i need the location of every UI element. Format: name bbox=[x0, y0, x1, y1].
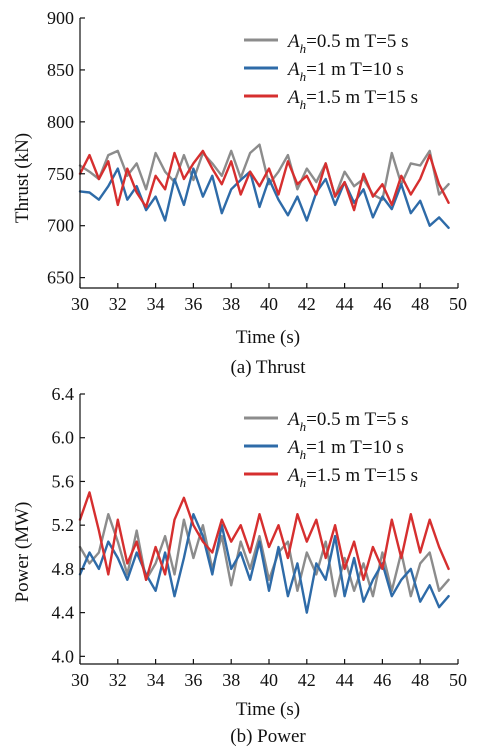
thrust-x-tick-label: 36 bbox=[184, 294, 202, 314]
thrust-x-tick-label: 30 bbox=[71, 294, 89, 314]
power-x-tick-label: 30 bbox=[71, 670, 89, 690]
thrust-x-tick-label: 34 bbox=[147, 294, 165, 314]
power-y-ticks: 4.0 4.4 4.8 5.2 5.6 6.0 6.4 bbox=[52, 384, 85, 666]
thrust-x-tick-label: 42 bbox=[298, 294, 316, 314]
thrust-series-line-3 bbox=[78, 149, 450, 212]
thrust-y-tick-label: 750 bbox=[47, 164, 74, 184]
power-y-tick-label: 4.4 bbox=[52, 603, 75, 623]
thrust-legend-label: Ah=1 m T=10 s bbox=[286, 59, 404, 84]
thrust-series-line-1 bbox=[78, 143, 450, 201]
power-series-line-1 bbox=[78, 513, 450, 598]
thrust-legend-item-2: Ah=1 m T=10 s bbox=[244, 59, 404, 84]
thrust-x-tick-label: 50 bbox=[449, 294, 467, 314]
thrust-legend-label: Ah=0.5 m T=5 s bbox=[286, 31, 408, 56]
power-legend-label: Ah=1.5 m T=15 s bbox=[286, 465, 418, 490]
thrust-x-tick-label: 32 bbox=[109, 294, 127, 314]
power-y-tick-label: 5.2 bbox=[52, 515, 75, 535]
thrust-x-ticks: 30 32 34 36 38 40 42 44 46 48 50 bbox=[71, 283, 467, 314]
power-legend-item-2: Ah=1 m T=10 s bbox=[244, 437, 404, 462]
thrust-series-layer bbox=[78, 143, 450, 230]
power-y-tick-label: 4.8 bbox=[52, 559, 75, 579]
power-y-tick-label: 5.6 bbox=[52, 471, 75, 491]
power-caption: (b) Power bbox=[230, 726, 306, 747]
thrust-legend-item-3: Ah=1.5 m T=15 s bbox=[244, 87, 418, 112]
power-series-layer bbox=[78, 491, 450, 614]
power-y-axis-title: Power (MW) bbox=[12, 502, 33, 603]
power-x-tick-label: 40 bbox=[260, 670, 278, 690]
power-y-tick-label: 6.0 bbox=[52, 428, 75, 448]
power-x-tick-label: 36 bbox=[184, 670, 202, 690]
power-legend-item-1: Ah=0.5 m T=5 s bbox=[244, 409, 408, 434]
thrust-x-tick-label: 38 bbox=[222, 294, 240, 314]
thrust-legend-item-1: Ah=0.5 m T=5 s bbox=[244, 31, 408, 56]
thrust-chart-panel: 30 32 34 36 38 40 42 44 46 48 50 650 700 750 800 850 90… bbox=[12, 8, 467, 378]
thrust-x-tick-label: 48 bbox=[411, 294, 429, 314]
power-x-tick-label: 44 bbox=[336, 670, 354, 690]
power-x-tick-label: 42 bbox=[298, 670, 316, 690]
power-x-tick-label: 48 bbox=[411, 670, 429, 690]
power-series-line-3 bbox=[78, 491, 450, 581]
power-y-tick-label: 6.4 bbox=[52, 384, 75, 404]
power-legend: Ah=0.5 m T=5 s Ah=1 m T=10 s Ah=1.5 m T=15… bbox=[244, 409, 418, 490]
thrust-legend: Ah=0.5 m T=5 s Ah=1 m T=10 s Ah=1.5 m T=15… bbox=[244, 31, 418, 112]
thrust-x-tick-label: 40 bbox=[260, 294, 278, 314]
thrust-y-tick-label: 800 bbox=[47, 112, 74, 132]
thrust-y-tick-label: 650 bbox=[47, 268, 74, 288]
thrust-y-tick-label: 700 bbox=[47, 216, 74, 236]
thrust-caption: (a) Thrust bbox=[230, 357, 306, 378]
power-x-ticks: 30 32 34 36 38 40 42 44 46 48 50 bbox=[71, 659, 467, 690]
power-legend-label: Ah=0.5 m T=5 s bbox=[286, 409, 408, 434]
power-legend-item-3: Ah=1.5 m T=15 s bbox=[244, 465, 418, 490]
power-legend-label: Ah=1 m T=10 s bbox=[286, 437, 404, 462]
power-x-tick-label: 34 bbox=[147, 670, 165, 690]
power-x-tick-label: 32 bbox=[109, 670, 127, 690]
power-x-tick-label: 50 bbox=[449, 670, 467, 690]
thrust-y-axis-title: Thrust (kN) bbox=[12, 133, 33, 223]
thrust-legend-label: Ah=1.5 m T=15 s bbox=[286, 87, 418, 112]
power-x-axis-title: Time (s) bbox=[236, 699, 300, 720]
thrust-x-axis-title: Time (s) bbox=[236, 327, 300, 348]
thrust-y-ticks: 650 700 750 800 850 900 bbox=[47, 8, 85, 288]
power-x-tick-label: 46 bbox=[373, 670, 391, 690]
power-y-tick-label: 4.0 bbox=[52, 646, 75, 666]
thrust-y-tick-label: 900 bbox=[47, 8, 74, 28]
thrust-y-tick-label: 850 bbox=[47, 60, 74, 80]
thrust-x-tick-label: 44 bbox=[336, 294, 354, 314]
power-chart-panel: 30 32 34 36 38 40 42 44 46 48 50 4.0 4.4 4.8 5.2 5.6 6.… bbox=[12, 384, 467, 747]
thrust-x-tick-label: 46 bbox=[373, 294, 391, 314]
power-x-tick-label: 38 bbox=[222, 670, 240, 690]
